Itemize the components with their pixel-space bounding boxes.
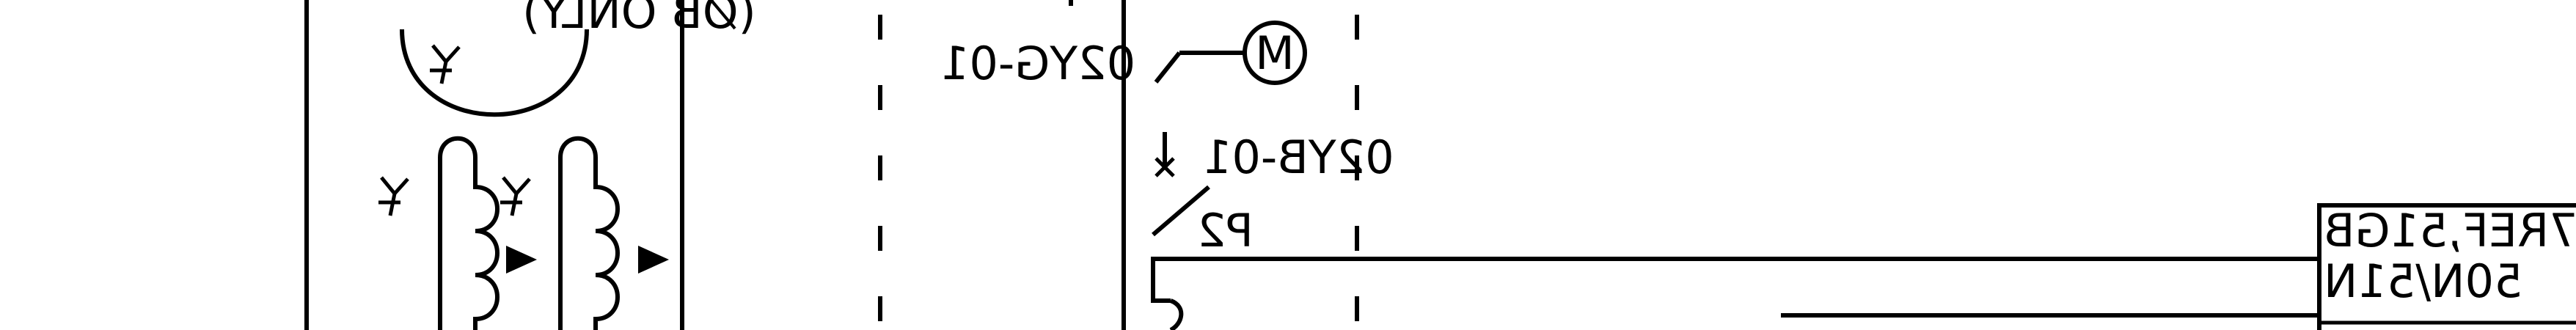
connection-hook [1169, 298, 1184, 330]
relay-reference-box [2317, 203, 2576, 330]
motor-label: M [1255, 26, 1295, 80]
ct-arrow-right-icon [638, 246, 669, 274]
cable-label-top: 02YG-01 [940, 37, 1135, 90]
contact-lower-lead [1151, 257, 1171, 303]
motor-lead-slant [1154, 51, 1182, 84]
contact-label-p2: P2 [1197, 204, 1254, 257]
ct-coil-right [558, 136, 620, 330]
cable-label-mid: 02YB-01 [1203, 131, 1394, 184]
ct-arrow-left-icon [506, 246, 537, 274]
relay-ref-line1: 7REF,51GB [2324, 204, 2576, 257]
phase-note-label: (ØB ONLY) [522, 0, 756, 39]
top-ct-arc [400, 29, 589, 117]
motor-circle [1243, 21, 1307, 85]
polarity-mark-icon [430, 44, 461, 84]
cross-mark-icon [1155, 157, 1175, 177]
polarity-mark-icon [378, 176, 409, 216]
polarity-mark-icon [500, 176, 531, 216]
ct-coil-left [438, 136, 500, 330]
relay-ref-line2: 50N/51N [2324, 254, 2522, 308]
relay-contact-p2 [1152, 185, 1210, 237]
